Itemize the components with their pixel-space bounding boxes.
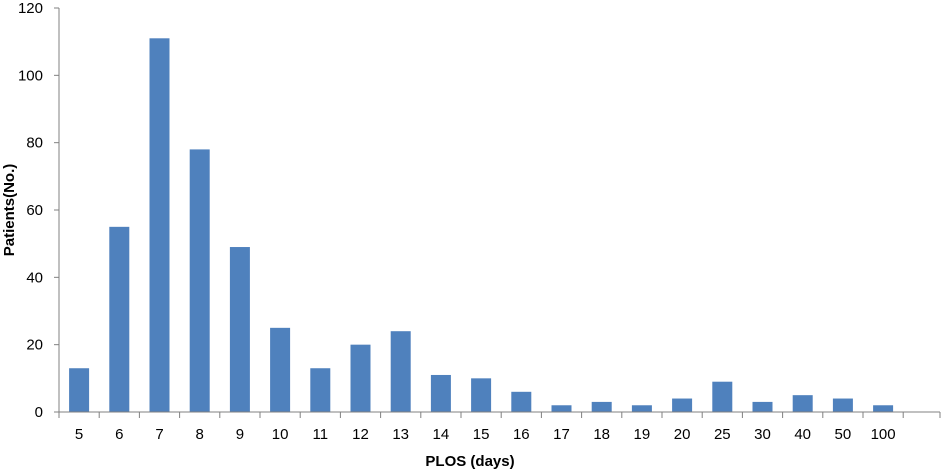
x-tick-label: 30 <box>754 426 771 443</box>
x-tick-label: 11 <box>313 426 329 443</box>
y-tick-label: 80 <box>26 135 43 152</box>
x-tick-label: 14 <box>433 426 450 443</box>
bar-5 <box>69 368 90 412</box>
bar-30 <box>752 401 773 412</box>
x-tick-label: 50 <box>835 426 852 443</box>
bar-16 <box>511 391 532 412</box>
y-tick-label: 100 <box>18 67 43 84</box>
x-tick-label: 12 <box>352 426 369 443</box>
bar-50 <box>832 398 853 412</box>
x-tick-label: 13 <box>392 426 409 443</box>
x-tick-label: 9 <box>236 426 244 443</box>
x-tick-label: 6 <box>115 426 123 443</box>
y-axis-title: Patients(No.) <box>1 164 18 257</box>
bar-20 <box>672 398 693 412</box>
bar-17 <box>551 405 572 412</box>
x-tick-label: 40 <box>794 426 811 443</box>
x-tick-label: 25 <box>714 426 731 443</box>
bar-10 <box>270 327 291 412</box>
y-tick-label: 120 <box>18 0 43 17</box>
x-tick-label: 18 <box>593 426 610 443</box>
bar-9 <box>229 247 250 412</box>
x-tick-label: 10 <box>272 426 289 443</box>
x-tick-label: 17 <box>553 426 570 443</box>
x-tick-label: 7 <box>155 426 163 443</box>
bar-6 <box>109 226 130 412</box>
x-tick-label: 20 <box>674 426 691 443</box>
bar-18 <box>591 401 612 412</box>
bar-25 <box>712 381 733 412</box>
bar-11 <box>310 368 331 412</box>
bar-14 <box>430 374 451 412</box>
bar-7 <box>149 38 170 413</box>
y-tick-label: 40 <box>26 269 43 286</box>
x-axis-title: PLOS (days) <box>425 453 514 470</box>
y-ticks-group: 0 20 40 60 80 100 120 <box>18 0 59 421</box>
bar-19 <box>631 405 652 412</box>
x-tick-label: 100 <box>871 426 896 443</box>
bar-13 <box>390 331 411 412</box>
bar-15 <box>471 378 492 412</box>
y-tick-label: 20 <box>26 337 43 354</box>
x-tick-label: 15 <box>473 426 490 443</box>
x-tick-label: 8 <box>196 426 204 443</box>
x-tick-label: 5 <box>75 426 83 443</box>
bar-100 <box>873 405 894 412</box>
bar-12 <box>350 344 371 412</box>
x-ticks-group: 5 6 7 8 9 10 11 12 13 14 15 16 17 18 19 20 25 30 40 50 100 <box>58 412 941 443</box>
y-tick-label: 60 <box>26 202 43 219</box>
bar-8 <box>189 149 210 412</box>
x-tick-label: 16 <box>513 426 530 443</box>
x-tick-label: 19 <box>634 426 651 443</box>
y-tick-label: 0 <box>35 404 43 421</box>
bars-group <box>69 38 894 413</box>
bar-40 <box>792 395 813 412</box>
